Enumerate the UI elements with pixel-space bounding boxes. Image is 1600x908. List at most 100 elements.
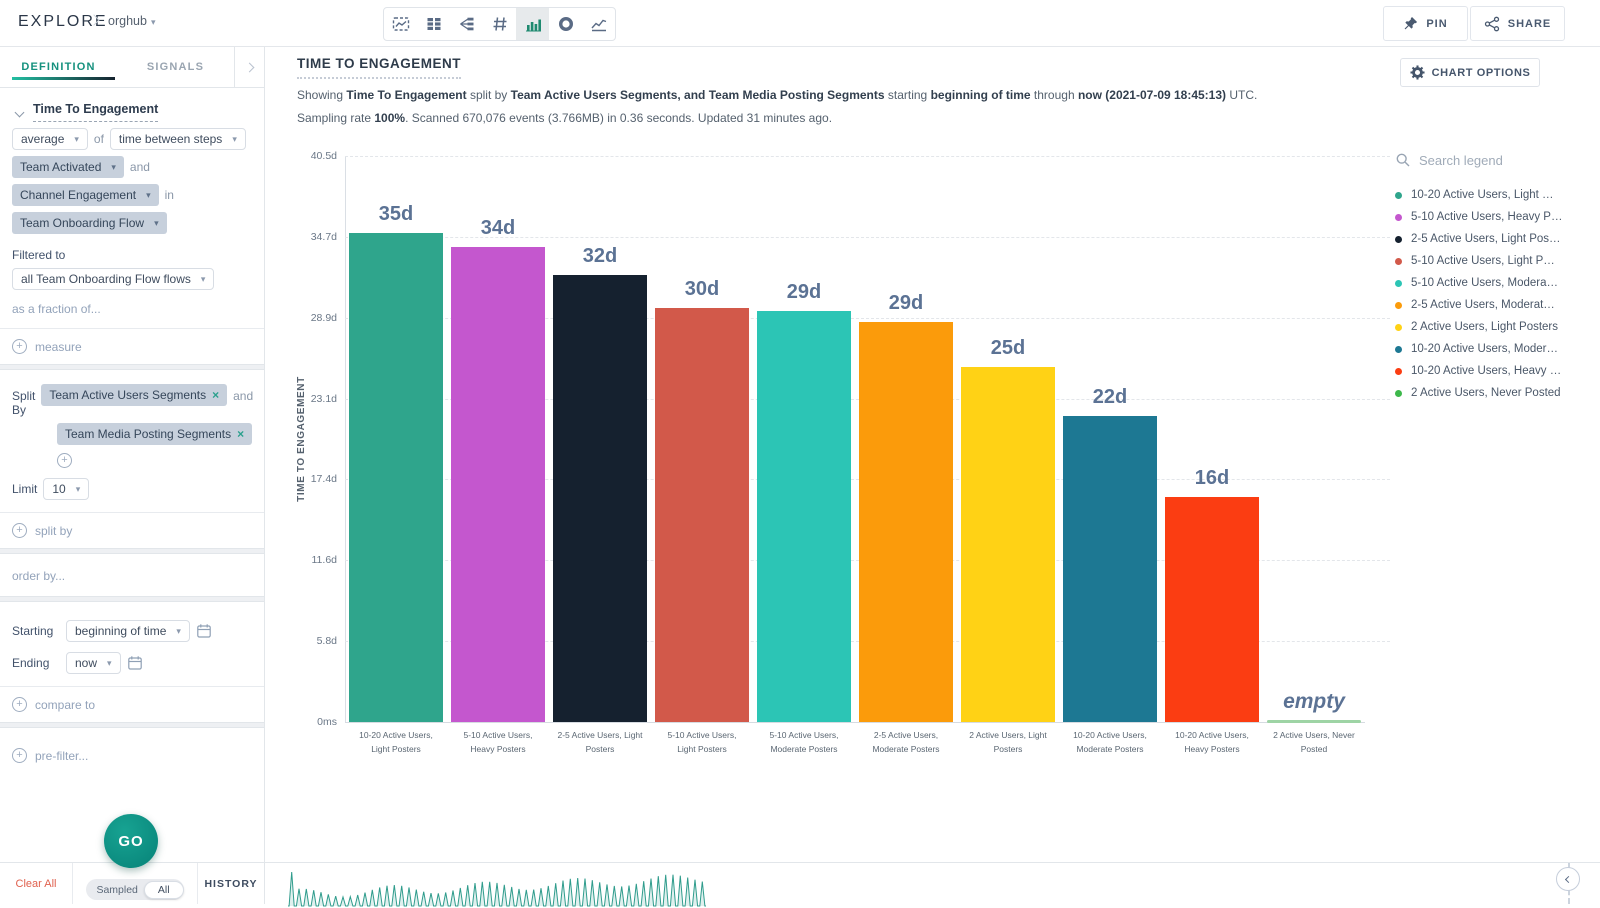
legend-item[interactable]: 5-10 Active Users, Heavy P… — [1395, 206, 1570, 228]
limit-dropdown[interactable]: 10▾ — [43, 478, 89, 500]
and-label: and — [233, 389, 253, 403]
divider — [0, 686, 264, 687]
add-measure-button[interactable]: + measure — [12, 339, 252, 354]
split-by-label: Split By — [12, 389, 35, 417]
add-split-by-button[interactable]: + split by — [12, 523, 252, 538]
from-step-chip[interactable]: Team Activated▾ — [12, 156, 124, 178]
legend-item-label: 5-10 Active Users, Modera… — [1411, 277, 1558, 289]
bar[interactable] — [655, 308, 749, 722]
chart-type-number-button[interactable] — [483, 8, 516, 40]
legend-item-label: 2-5 Active Users, Moderat… — [1411, 299, 1555, 311]
report-title: TIME TO ENGAGEMENT — [297, 56, 461, 79]
legend-item[interactable]: 2-5 Active Users, Moderat… — [1395, 294, 1570, 316]
timeline-collapse-button[interactable] — [1556, 867, 1580, 891]
legend-item[interactable]: 10-20 Active Users, Heavy … — [1395, 360, 1570, 382]
share-button[interactable]: SHARE — [1470, 6, 1565, 41]
legend-item[interactable]: 5-10 Active Users, Light P… — [1395, 250, 1570, 272]
chart-type-time-series-button[interactable] — [384, 8, 417, 40]
bar-value-label: 22d — [1059, 386, 1161, 409]
split-chip-1[interactable]: Team Active Users Segments× — [41, 384, 227, 406]
order-by-link[interactable]: order by... — [12, 569, 65, 583]
bar[interactable] — [757, 311, 851, 722]
ytick-label: 23.1d — [265, 392, 337, 406]
bar[interactable] — [859, 322, 953, 722]
compare-to-button[interactable]: + compare to — [12, 697, 252, 712]
legend-item[interactable]: 2 Active Users, Light Posters — [1395, 316, 1570, 338]
tab-definition[interactable]: DEFINITION — [0, 47, 117, 87]
legend-item[interactable]: 2 Active Users, Never Posted — [1395, 382, 1570, 404]
empty-bar-label: empty — [1263, 690, 1365, 714]
chart-type-table-button[interactable] — [417, 8, 450, 40]
share-icon — [1484, 16, 1500, 32]
workspace-dropdown[interactable]: orghub▾ — [108, 14, 155, 28]
legend-dot-icon — [1395, 280, 1402, 287]
measure-section: Time To Engagement average▾ of time betw… — [0, 88, 264, 364]
chevron-left-icon — [1564, 875, 1571, 882]
legend-item-label: 2-5 Active Users, Light Pos… — [1411, 233, 1561, 245]
share-label: SHARE — [1508, 18, 1552, 30]
history-button[interactable]: HISTORY — [198, 863, 264, 904]
bar[interactable] — [553, 275, 647, 722]
aggregation-dropdown[interactable]: average▾ — [12, 128, 88, 150]
donut-icon — [557, 15, 575, 33]
chart-type-bar-button[interactable] — [516, 8, 549, 40]
toggle-all-option[interactable]: All — [144, 881, 184, 899]
ytick-label: 11.6d — [265, 553, 337, 567]
xtick-label: 10-20 Active Users, Heavy Posters — [1161, 728, 1263, 756]
order-section: order by... — [0, 554, 264, 596]
legend-search-input[interactable] — [1419, 153, 1549, 168]
metric-dropdown[interactable]: time between steps▾ — [110, 128, 246, 150]
legend-item[interactable]: 10-20 Active Users, Moder… — [1395, 338, 1570, 360]
calendar-icon[interactable] — [127, 655, 143, 671]
ytick-label: 5.8d — [265, 634, 337, 648]
flow-filter-dropdown[interactable]: all Team Onboarding Flow flows▾ — [12, 268, 214, 290]
collapse-section-icon[interactable] — [15, 107, 25, 117]
bar[interactable] — [451, 247, 545, 722]
bar[interactable] — [1165, 497, 1259, 722]
limit-label: Limit — [12, 482, 37, 496]
chart-type-line-button[interactable] — [582, 8, 615, 40]
clear-all-button[interactable]: Clear All — [0, 863, 73, 904]
flow-chip[interactable]: Team Onboarding Flow▾ — [12, 212, 167, 234]
legend-item[interactable]: 2-5 Active Users, Light Pos… — [1395, 228, 1570, 250]
bar[interactable] — [961, 367, 1055, 722]
xtick-label: 5-10 Active Users, Heavy Posters — [447, 728, 549, 756]
chart-options-button[interactable]: CHART OPTIONS — [1400, 58, 1540, 87]
bar-value-label: 16d — [1161, 467, 1263, 490]
pin-label: PIN — [1426, 18, 1447, 30]
bar[interactable] — [349, 233, 443, 722]
legend-item[interactable]: 10-20 Active Users, Light … — [1395, 184, 1570, 206]
to-step-chip[interactable]: Channel Engagement▾ — [12, 184, 159, 206]
legend-list: 10-20 Active Users, Light …5-10 Active U… — [1395, 184, 1570, 404]
go-button[interactable]: GO — [104, 814, 158, 868]
split-chip-2[interactable]: Team Media Posting Segments× — [57, 423, 252, 445]
legend-item-label: 5-10 Active Users, Light P… — [1411, 255, 1555, 267]
chart-type-donut-button[interactable] — [549, 8, 582, 40]
pre-filter-button[interactable]: + pre-filter... — [12, 748, 252, 763]
starting-label: Starting — [12, 624, 60, 638]
calendar-icon[interactable] — [196, 623, 212, 639]
remove-chip-icon[interactable]: × — [212, 388, 219, 402]
chart-type-flow-button[interactable] — [450, 8, 483, 40]
tab-signals[interactable]: SIGNALS — [117, 47, 234, 87]
remove-chip-icon[interactable]: × — [237, 427, 244, 441]
bar-value-label: 29d — [753, 281, 855, 304]
fraction-of-link[interactable]: as a fraction of... — [12, 302, 101, 316]
ytick-label: 17.4d — [265, 472, 337, 486]
active-tab-underline — [12, 77, 115, 80]
legend-item[interactable]: 5-10 Active Users, Modera… — [1395, 272, 1570, 294]
starting-dropdown[interactable]: beginning of time▾ — [66, 620, 190, 642]
panel-expand-button[interactable] — [234, 47, 264, 87]
pushpin-icon — [1403, 16, 1418, 31]
events-timeline-sparkline[interactable] — [288, 866, 708, 908]
gridline — [345, 156, 1390, 157]
toggle-sampled-option[interactable]: Sampled — [96, 884, 137, 896]
pin-button[interactable]: PIN — [1383, 6, 1468, 41]
bar[interactable] — [1063, 416, 1157, 722]
sampled-all-toggle[interactable]: Sampled All — [86, 879, 183, 900]
of-label: of — [94, 132, 104, 146]
ending-dropdown[interactable]: now▾ — [66, 652, 121, 674]
add-split-value-button[interactable]: + — [57, 453, 72, 468]
chart-legend: 10-20 Active Users, Light …5-10 Active U… — [1395, 152, 1570, 404]
measure-title[interactable]: Time To Engagement — [33, 102, 158, 122]
